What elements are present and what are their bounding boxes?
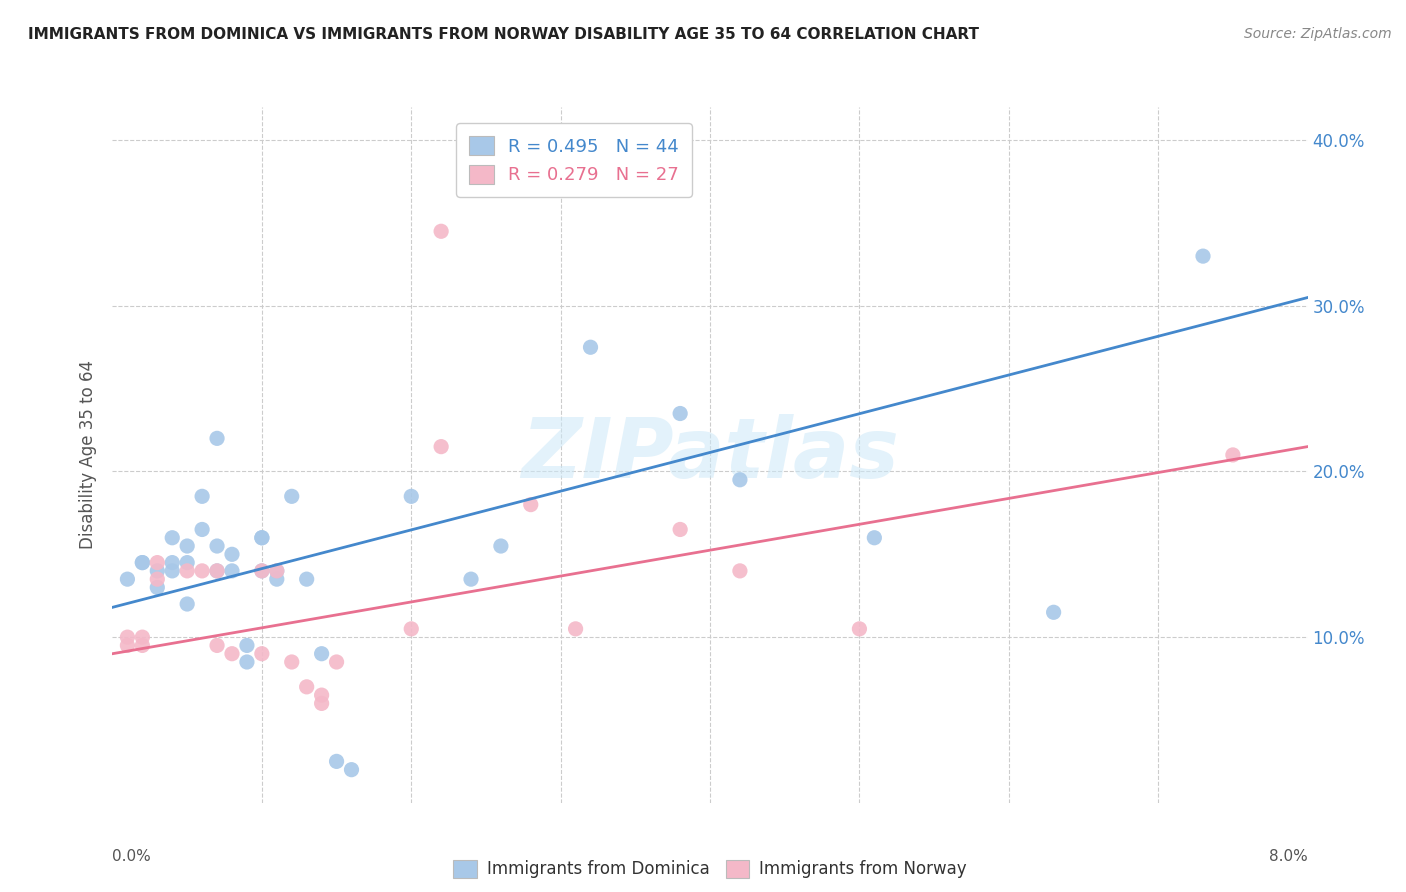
Point bbox=[236, 639, 259, 653]
Point bbox=[221, 547, 243, 561]
Point bbox=[281, 655, 304, 669]
Point bbox=[131, 556, 153, 570]
Point bbox=[520, 166, 543, 180]
Point bbox=[325, 655, 347, 669]
Point bbox=[281, 489, 304, 503]
Text: ZIPatlas: ZIPatlas bbox=[522, 415, 898, 495]
Point bbox=[162, 556, 183, 570]
Point bbox=[564, 622, 586, 636]
Point bbox=[460, 572, 482, 586]
Y-axis label: Disability Age 35 to 64: Disability Age 35 to 64 bbox=[79, 360, 97, 549]
Point bbox=[131, 556, 153, 570]
Point bbox=[863, 531, 886, 545]
Point bbox=[266, 572, 288, 586]
Point bbox=[430, 440, 453, 454]
Point bbox=[295, 680, 318, 694]
Point bbox=[205, 564, 228, 578]
Point bbox=[579, 340, 602, 354]
Point bbox=[250, 531, 273, 545]
Point bbox=[489, 539, 512, 553]
Point bbox=[1222, 448, 1244, 462]
Point bbox=[1042, 605, 1064, 619]
Point bbox=[340, 763, 363, 777]
Point bbox=[176, 539, 198, 553]
Point bbox=[669, 523, 692, 537]
Point bbox=[117, 572, 139, 586]
Point bbox=[131, 630, 153, 644]
Point bbox=[146, 572, 169, 586]
Point bbox=[131, 639, 153, 653]
Text: Source: ZipAtlas.com: Source: ZipAtlas.com bbox=[1244, 27, 1392, 41]
Point bbox=[430, 224, 453, 238]
Point bbox=[236, 655, 259, 669]
Point bbox=[146, 581, 169, 595]
Point bbox=[191, 523, 214, 537]
Point bbox=[520, 498, 543, 512]
Point bbox=[117, 639, 139, 653]
Text: 0.0%: 0.0% bbox=[112, 849, 152, 863]
Point bbox=[205, 639, 228, 653]
Point bbox=[221, 647, 243, 661]
Point bbox=[117, 630, 139, 644]
Point bbox=[205, 564, 228, 578]
Point bbox=[311, 647, 333, 661]
Point bbox=[146, 564, 169, 578]
Point bbox=[205, 539, 228, 553]
Point bbox=[250, 564, 273, 578]
Point bbox=[325, 755, 347, 769]
Point bbox=[311, 697, 333, 711]
Text: IMMIGRANTS FROM DOMINICA VS IMMIGRANTS FROM NORWAY DISABILITY AGE 35 TO 64 CORRE: IMMIGRANTS FROM DOMINICA VS IMMIGRANTS F… bbox=[28, 27, 979, 42]
Point bbox=[176, 564, 198, 578]
Point bbox=[848, 622, 870, 636]
Point bbox=[728, 473, 751, 487]
Text: 8.0%: 8.0% bbox=[1268, 849, 1308, 863]
Point bbox=[250, 647, 273, 661]
Point bbox=[295, 572, 318, 586]
Point bbox=[146, 556, 169, 570]
Point bbox=[205, 431, 228, 445]
Point bbox=[669, 407, 692, 421]
Point bbox=[1192, 249, 1215, 263]
Point bbox=[266, 564, 288, 578]
Point bbox=[191, 489, 214, 503]
Point bbox=[191, 564, 214, 578]
Point bbox=[250, 531, 273, 545]
Point bbox=[162, 564, 183, 578]
Point bbox=[162, 531, 183, 545]
Point bbox=[250, 564, 273, 578]
Point bbox=[728, 564, 751, 578]
Point bbox=[176, 556, 198, 570]
Point bbox=[401, 489, 423, 503]
Point bbox=[176, 597, 198, 611]
Legend: Immigrants from Dominica, Immigrants from Norway: Immigrants from Dominica, Immigrants fro… bbox=[447, 853, 973, 885]
Point bbox=[401, 622, 423, 636]
Point bbox=[311, 688, 333, 702]
Point bbox=[221, 564, 243, 578]
Point bbox=[266, 564, 288, 578]
